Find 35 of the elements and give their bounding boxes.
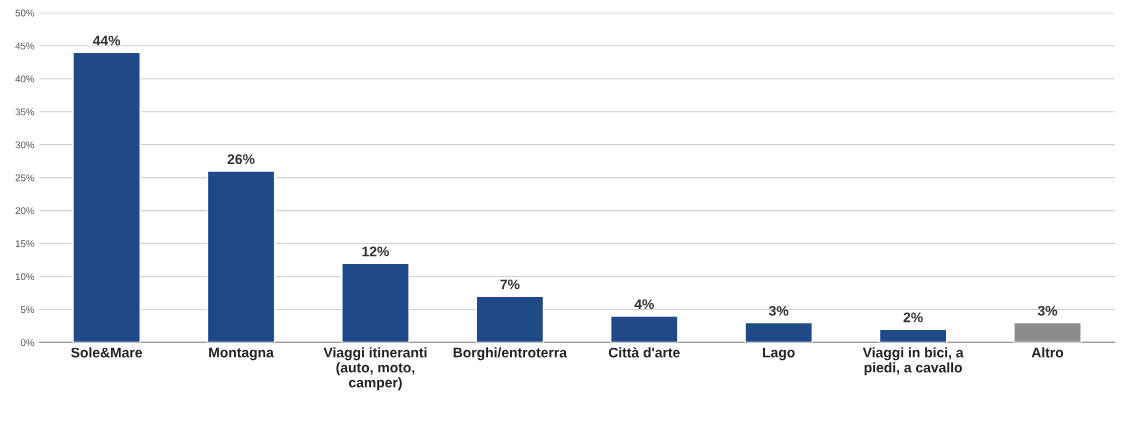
data-label: 44% [92,35,121,46]
data-label: 4% [634,299,654,310]
data-label: 26% [227,154,255,165]
data-label: 3% [768,305,789,316]
y-tick-label: 5% [20,306,35,314]
bar [475,295,545,343]
x-tick-label: Città d'arte [608,347,680,358]
x-tick-label: Montagna [209,347,274,361]
bar [744,321,813,343]
y-tick-label: 35% [15,108,35,116]
y-tick-label: 50% [15,9,35,17]
x-tick-label: Viaggi itineranti (auto, moto, camper) [323,347,427,391]
y-tick-label: 25% [15,174,35,182]
bar [72,51,141,343]
data-label: 2% [903,312,923,323]
bar [609,315,679,343]
y-tick-label: 40% [15,75,35,83]
y-tick-label: 0% [20,339,35,347]
x-tick-label: Lago [763,347,795,361]
bar [206,170,276,343]
y-tick-label: 15% [15,240,35,248]
data-label: 7% [500,279,520,290]
y-tick-label: 30% [15,141,35,149]
y-tick-label: 45% [15,42,35,50]
x-tick-label: Sole&Mare [71,347,143,358]
bar [878,328,948,343]
bar [1013,321,1082,343]
x-tick-label: Altro [1031,347,1064,358]
data-label: 3% [1037,305,1058,316]
x-tick-label: Viaggi in bici, a piedi, a cavallo [862,347,964,376]
y-tick-label: 20% [15,207,35,215]
y-tick-label: 10% [15,273,35,281]
data-label: 12% [362,246,389,257]
bar [341,262,410,343]
x-tick-label: Borghi/entroterra [453,347,568,361]
